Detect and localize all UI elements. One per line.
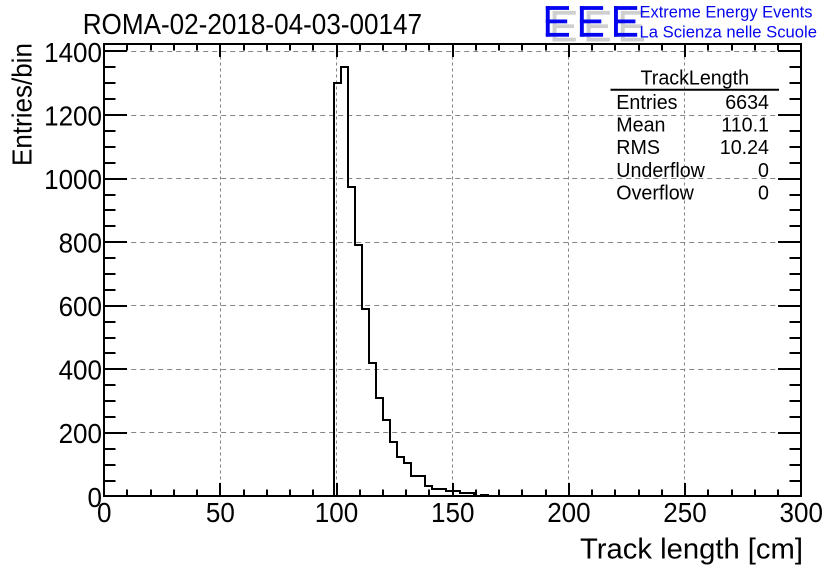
- svg-text:Track length [cm]: Track length [cm]: [580, 534, 803, 566]
- svg-text:300: 300: [779, 497, 822, 528]
- svg-text:Underflow: Underflow: [616, 159, 705, 181]
- svg-text:TrackLength: TrackLength: [641, 67, 750, 89]
- svg-text:Entries/bin: Entries/bin: [7, 43, 38, 166]
- svg-text:Entries: Entries: [616, 92, 677, 114]
- svg-text:110.1: 110.1: [721, 114, 769, 136]
- svg-text:ROMA-02-2018-04-03-00147: ROMA-02-2018-04-03-00147: [83, 8, 422, 41]
- svg-text:1200: 1200: [44, 101, 102, 132]
- svg-text:0: 0: [758, 182, 769, 204]
- svg-text:La Scienza nelle Scuole: La Scienza nelle Scuole: [640, 23, 818, 42]
- svg-text:600: 600: [59, 291, 102, 322]
- svg-text:800: 800: [59, 228, 102, 259]
- svg-text:1400: 1400: [44, 37, 102, 68]
- svg-text:0: 0: [758, 159, 769, 181]
- svg-text:Overflow: Overflow: [616, 182, 694, 204]
- svg-text:Mean: Mean: [616, 114, 665, 136]
- svg-text:200: 200: [547, 497, 590, 528]
- svg-text:RMS: RMS: [616, 137, 660, 159]
- svg-text:0: 0: [97, 497, 111, 528]
- svg-text:10.24: 10.24: [720, 137, 769, 159]
- svg-text:250: 250: [663, 497, 706, 528]
- svg-text:200: 200: [59, 418, 102, 449]
- svg-text:400: 400: [59, 355, 102, 386]
- svg-text:6634: 6634: [725, 92, 769, 114]
- svg-text:1000: 1000: [44, 164, 102, 195]
- svg-text:0: 0: [88, 482, 102, 513]
- svg-text:100: 100: [315, 497, 358, 528]
- svg-text:150: 150: [431, 497, 474, 528]
- svg-text:Extreme Energy Events: Extreme Energy Events: [640, 3, 813, 22]
- svg-text:50: 50: [206, 497, 235, 528]
